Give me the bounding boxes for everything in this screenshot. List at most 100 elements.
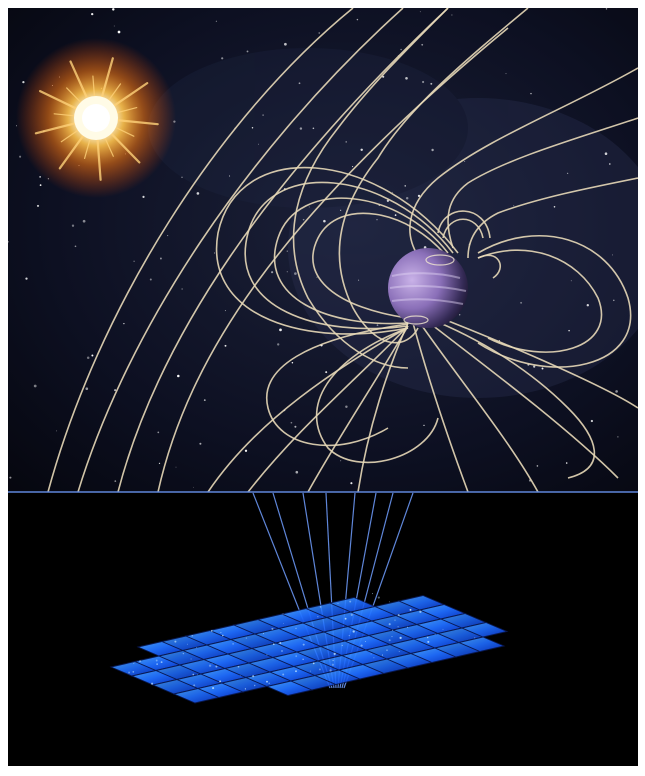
star-dot [459,314,461,316]
star-dot [295,470,299,474]
array-speckle [344,617,347,620]
star-dot [345,405,348,409]
star-dot [196,192,200,195]
array-speckle [155,659,158,662]
star-dot [352,166,354,168]
star-dot [177,374,180,378]
array-speckle [208,664,212,667]
star-dot [142,195,145,198]
array-speckle [391,636,393,638]
array-speckle [332,659,334,662]
star-dot [214,252,215,254]
star-dot [358,279,360,281]
array-speckle [372,593,373,595]
array-speckle [302,643,305,646]
array-speckle [348,635,350,637]
array-speckle [254,684,256,687]
star-dot [193,486,194,488]
array-speckle [211,662,213,664]
star-dot [617,436,619,438]
array-speckle [333,652,336,656]
array-speckle [341,644,343,646]
star-dot [391,191,393,193]
array-speckle [317,616,319,618]
star-dot [39,184,42,186]
array-speckle [192,673,195,676]
star-dot [536,465,539,467]
array-speckle [474,637,476,639]
array-speckle [349,600,352,603]
star-dot [298,82,301,85]
star-dot [229,175,231,177]
star-dot [312,127,315,130]
array-speckle [319,606,322,608]
array-speckle [273,643,275,645]
star-dot [85,387,89,391]
star-dot [159,257,162,260]
array-speckle [193,684,196,687]
star-dot [565,462,568,464]
star-dot [175,466,177,468]
array-speckle [388,601,390,603]
array-speckle [386,649,388,651]
star-dot [224,344,227,347]
star-dot [513,205,515,207]
array-speckle [398,651,400,652]
array-speckle [419,610,422,613]
star-dot [114,480,117,482]
array-speckle [268,682,270,685]
star-dot [203,399,206,401]
array-speckle [281,650,283,652]
star-dot [308,206,310,208]
star-dot [286,250,288,252]
star-dot [318,32,320,34]
star-dot [91,354,94,357]
array-speckle [399,636,402,640]
star-dot [541,367,544,370]
sun-ray [38,89,81,112]
array-speckle [364,640,366,642]
star-dot [82,219,86,223]
star-dot [566,172,569,175]
star-dot [376,324,379,327]
star-dot [340,460,342,462]
array-speckle [191,635,193,637]
star-dot [246,50,249,53]
array-speckle [237,665,240,668]
star-dot [431,148,434,152]
array-speckle [409,608,412,611]
array-speckle [388,639,391,642]
star-dot [615,390,618,393]
star-dot [405,76,408,80]
star-dot [340,209,342,211]
array-speckle [373,657,375,659]
star-dot [419,11,421,13]
array-speckle [360,644,363,647]
array-speckle [318,668,321,671]
sun-ray [58,131,87,170]
array-speckle [232,643,234,645]
star-dot [133,260,135,263]
array-speckle [139,660,142,663]
star-dot [290,421,293,424]
array-speckle [350,613,353,616]
star-dot [568,329,570,332]
star-dot [586,304,589,307]
planet-icon [388,248,468,328]
star-dot [113,25,115,27]
star-dot [149,278,152,281]
star-dot [386,199,390,202]
star-dot [25,277,28,280]
array-speckle [174,640,177,643]
star-dot [33,384,37,388]
array-speckle [337,602,339,604]
star-dot [299,127,303,130]
array-speckle [370,653,372,655]
star-dot [244,449,248,452]
antenna-array-icon [109,593,509,704]
star-dot [112,8,115,11]
star-dot [123,322,125,325]
star-dot [86,356,90,359]
sun-ray [99,57,114,102]
star-dot [613,299,615,302]
